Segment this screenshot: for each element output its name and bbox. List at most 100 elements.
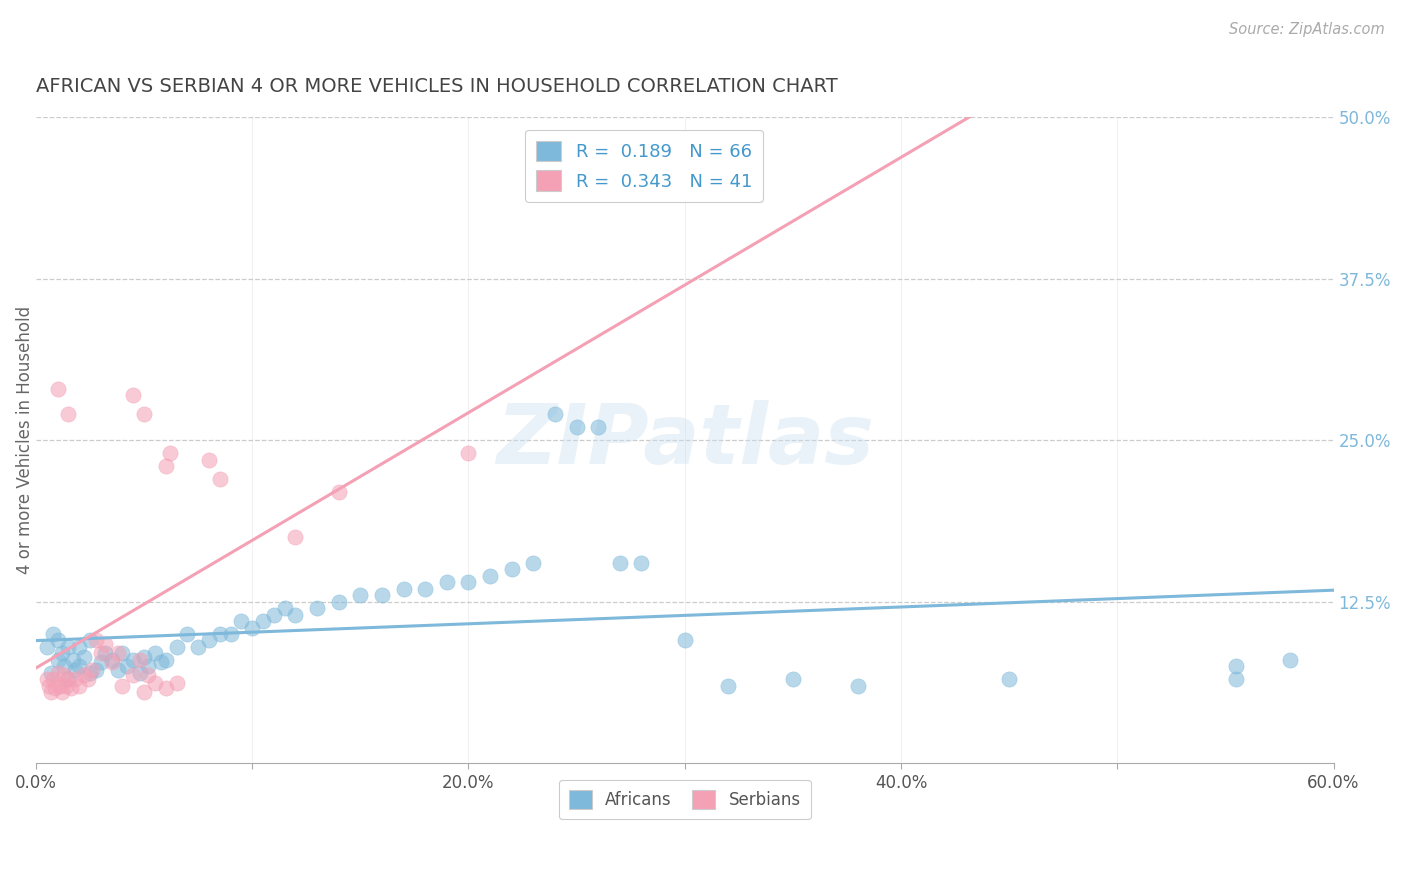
Point	[55, 679, 77, 693]
Point	[565, 420, 588, 434]
Point	[46, 633, 69, 648]
Point	[132, 408, 155, 422]
Point	[122, 668, 145, 682]
Point	[58, 408, 80, 422]
Point	[208, 472, 231, 486]
Point	[76, 672, 98, 686]
Point	[90, 656, 112, 670]
Point	[501, 562, 523, 576]
Point	[328, 595, 350, 609]
Point	[42, 627, 65, 641]
Point	[122, 388, 145, 402]
Point	[457, 575, 479, 590]
Point	[94, 637, 117, 651]
Point	[48, 679, 70, 693]
Point	[1225, 672, 1247, 686]
Point	[82, 663, 104, 677]
Point	[609, 556, 631, 570]
Point	[166, 676, 188, 690]
Point	[143, 646, 166, 660]
Point	[138, 668, 160, 682]
Point	[159, 446, 181, 460]
Point	[673, 633, 696, 648]
Point	[67, 659, 90, 673]
Point	[231, 614, 253, 628]
Point	[35, 672, 58, 686]
Point	[371, 588, 394, 602]
Point	[115, 659, 138, 673]
Point	[58, 672, 80, 686]
Point	[155, 459, 177, 474]
Point	[392, 582, 415, 596]
Point	[94, 646, 117, 660]
Point	[479, 569, 502, 583]
Point	[166, 640, 188, 654]
Point	[132, 685, 155, 699]
Point	[72, 668, 94, 682]
Point	[998, 672, 1021, 686]
Point	[63, 672, 86, 686]
Point	[63, 663, 86, 677]
Point	[35, 640, 58, 654]
Point	[252, 614, 274, 628]
Point	[176, 627, 198, 641]
Point	[128, 653, 150, 667]
Point	[240, 621, 263, 635]
Point	[1279, 653, 1302, 667]
Point	[38, 679, 60, 693]
Point	[782, 672, 804, 686]
Point	[46, 665, 69, 680]
Point	[284, 530, 307, 544]
Point	[46, 653, 69, 667]
Point	[187, 640, 209, 654]
Text: ZIPatlas: ZIPatlas	[496, 400, 873, 481]
Point	[62, 653, 84, 667]
Point	[457, 446, 479, 460]
Point	[122, 653, 145, 667]
Point	[522, 556, 544, 570]
Point	[58, 640, 80, 654]
Point	[59, 681, 82, 696]
Point	[67, 640, 90, 654]
Point	[155, 681, 177, 696]
Point	[53, 659, 76, 673]
Point	[349, 588, 371, 602]
Point	[413, 582, 436, 596]
Point	[717, 679, 740, 693]
Point	[46, 382, 69, 396]
Point	[544, 408, 567, 422]
Point	[67, 679, 90, 693]
Point	[436, 575, 458, 590]
Point	[630, 556, 652, 570]
Point	[132, 650, 155, 665]
Point	[51, 685, 73, 699]
Point	[219, 627, 242, 641]
Point	[198, 452, 221, 467]
Point	[51, 646, 73, 660]
Point	[1225, 659, 1247, 673]
Point	[307, 601, 329, 615]
Point	[79, 665, 101, 680]
Point	[58, 672, 80, 686]
Point	[44, 681, 66, 696]
Point	[42, 672, 65, 686]
Point	[72, 650, 94, 665]
Point	[586, 420, 609, 434]
Point	[284, 607, 307, 622]
Point	[39, 665, 62, 680]
Point	[90, 646, 112, 660]
Text: AFRICAN VS SERBIAN 4 OR MORE VEHICLES IN HOUSEHOLD CORRELATION CHART: AFRICAN VS SERBIAN 4 OR MORE VEHICLES IN…	[37, 78, 838, 96]
Point	[150, 656, 173, 670]
Point	[111, 679, 134, 693]
Point	[138, 659, 160, 673]
Point	[128, 665, 150, 680]
Point	[100, 656, 122, 670]
Point	[86, 633, 108, 648]
Point	[53, 668, 76, 682]
Point	[143, 676, 166, 690]
Point	[208, 627, 231, 641]
Point	[263, 607, 285, 622]
Point	[39, 685, 62, 699]
Point	[111, 646, 134, 660]
Point	[846, 679, 869, 693]
